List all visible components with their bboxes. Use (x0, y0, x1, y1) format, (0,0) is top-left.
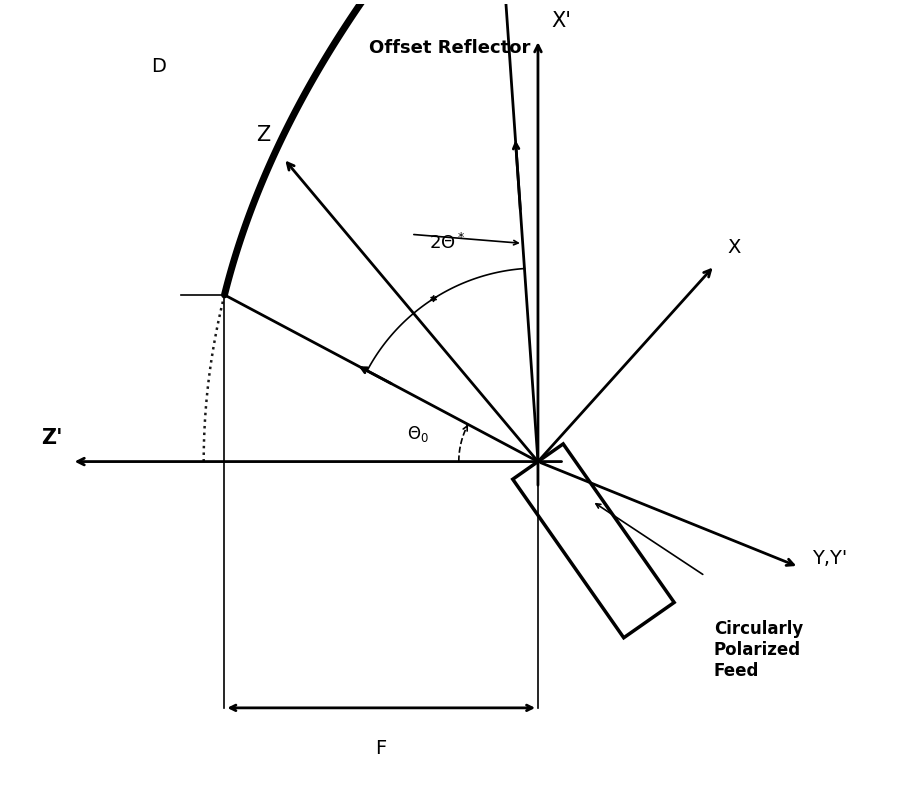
Text: $2\Theta^*$: $2\Theta^*$ (428, 233, 464, 253)
Text: X: X (728, 238, 741, 257)
Text: $\Theta_0$: $\Theta_0$ (408, 424, 429, 444)
Text: X': X' (551, 10, 572, 30)
Text: F: F (375, 738, 387, 758)
Text: Y,Y': Y,Y' (812, 549, 848, 568)
Text: Z: Z (256, 125, 270, 145)
Text: Z': Z' (41, 428, 63, 448)
Text: Offset Reflector: Offset Reflector (369, 39, 531, 57)
Text: Circularly
Polarized
Feed: Circularly Polarized Feed (714, 620, 803, 679)
Text: D: D (151, 57, 166, 76)
